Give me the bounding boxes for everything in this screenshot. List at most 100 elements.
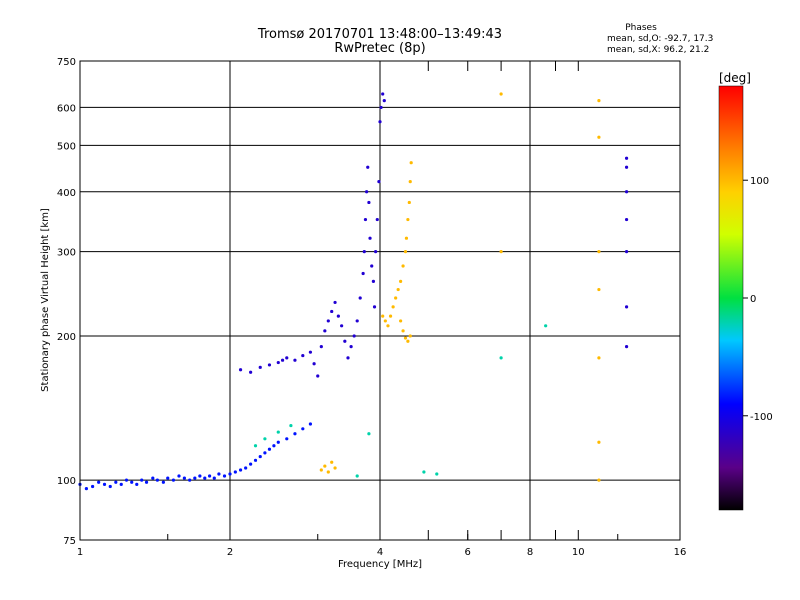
data-point (293, 358, 297, 362)
x-tick-label: 8 (527, 547, 533, 558)
data-point (367, 200, 371, 205)
data-point (155, 478, 160, 482)
data-point (166, 476, 170, 480)
data-point (597, 98, 601, 103)
data-point (401, 264, 405, 268)
data-point (114, 480, 118, 484)
data-point (203, 476, 207, 480)
data-point (272, 444, 276, 448)
data-point (407, 200, 411, 205)
data-point (330, 460, 334, 464)
data-point (301, 353, 305, 358)
data-point (182, 476, 186, 480)
data-point (233, 470, 237, 474)
data-point (368, 236, 372, 240)
data-point (276, 440, 280, 444)
x-tick-labels: 1 2 4 6 8 10 16 (77, 547, 687, 558)
data-point (374, 250, 378, 254)
data-point (499, 92, 503, 96)
phase-stats-title: Phases (625, 23, 657, 33)
y-tick-label: 100 (57, 476, 76, 487)
data-point (276, 360, 280, 365)
data-point (597, 135, 601, 139)
data-point (382, 98, 386, 103)
x-axis-label: Frequency [MHz] (338, 559, 422, 570)
data-point (212, 476, 216, 480)
data-point (333, 300, 337, 305)
data-point (238, 368, 243, 372)
data-point (624, 250, 629, 254)
plot-frame (79, 60, 681, 541)
data-point (289, 423, 293, 428)
data-point (381, 92, 385, 96)
data-point (597, 440, 601, 444)
data-point (308, 350, 313, 354)
data-point (323, 464, 327, 468)
y-tick-label: 600 (57, 103, 76, 114)
data-point (624, 190, 629, 194)
data-point (367, 432, 371, 436)
y-tick-labels: 75 100 200 300 400 500 600 750 (57, 57, 76, 547)
colorbar (718, 85, 744, 511)
data-point (228, 472, 232, 476)
data-point (326, 319, 330, 323)
data-point (285, 437, 289, 441)
data-point (372, 305, 377, 309)
data-point (188, 478, 192, 482)
data-point (379, 105, 383, 110)
y-axis-label: Stationary phase Virtual Height [km] (40, 208, 51, 392)
data-point (343, 339, 347, 343)
data-point (624, 217, 629, 222)
data-point (177, 474, 181, 478)
chart-title: Tromsø 20170701 13:48:00–13:49:43 (257, 27, 502, 42)
x-tick-label: 1 (77, 547, 83, 558)
data-point (333, 466, 337, 470)
data-point (383, 319, 387, 323)
data-point (301, 427, 305, 431)
data-point (102, 482, 107, 486)
data-point (326, 470, 330, 474)
data-point (358, 296, 362, 300)
data-point (91, 484, 95, 489)
data-point (388, 314, 393, 318)
data-point (365, 190, 369, 194)
data-point (124, 478, 129, 482)
data-point (403, 336, 408, 340)
data-point (371, 279, 376, 283)
data-point (198, 474, 202, 478)
data-point (319, 345, 323, 349)
x-tick-label: 16 (674, 547, 687, 558)
data-point (408, 180, 412, 184)
data-point (381, 314, 385, 318)
data-point (378, 120, 382, 124)
data-point (330, 309, 334, 314)
data-point (97, 480, 101, 484)
data-point (366, 165, 370, 169)
y-tick-label: 200 (57, 332, 76, 343)
data-point (263, 451, 267, 455)
y-tick-label: 400 (57, 188, 76, 199)
data-point (249, 370, 253, 374)
data-point (312, 362, 316, 366)
data-point (399, 279, 403, 283)
data-point (276, 430, 280, 434)
data-point (370, 264, 374, 268)
data-point (597, 287, 601, 292)
data-point (375, 217, 379, 222)
data-point (362, 250, 366, 254)
data-point (340, 324, 344, 328)
x-tick-label: 6 (465, 547, 471, 558)
data-point (249, 462, 253, 466)
y-tick-label: 750 (57, 57, 76, 68)
data-points (78, 92, 629, 491)
data-point (355, 474, 359, 478)
data-point (391, 305, 395, 309)
data-point (263, 437, 267, 441)
data-point (222, 474, 227, 478)
data-point (361, 271, 365, 276)
data-point (624, 165, 629, 169)
data-point (399, 319, 403, 323)
data-point (435, 472, 439, 476)
data-point (84, 487, 88, 491)
data-point (624, 345, 629, 349)
